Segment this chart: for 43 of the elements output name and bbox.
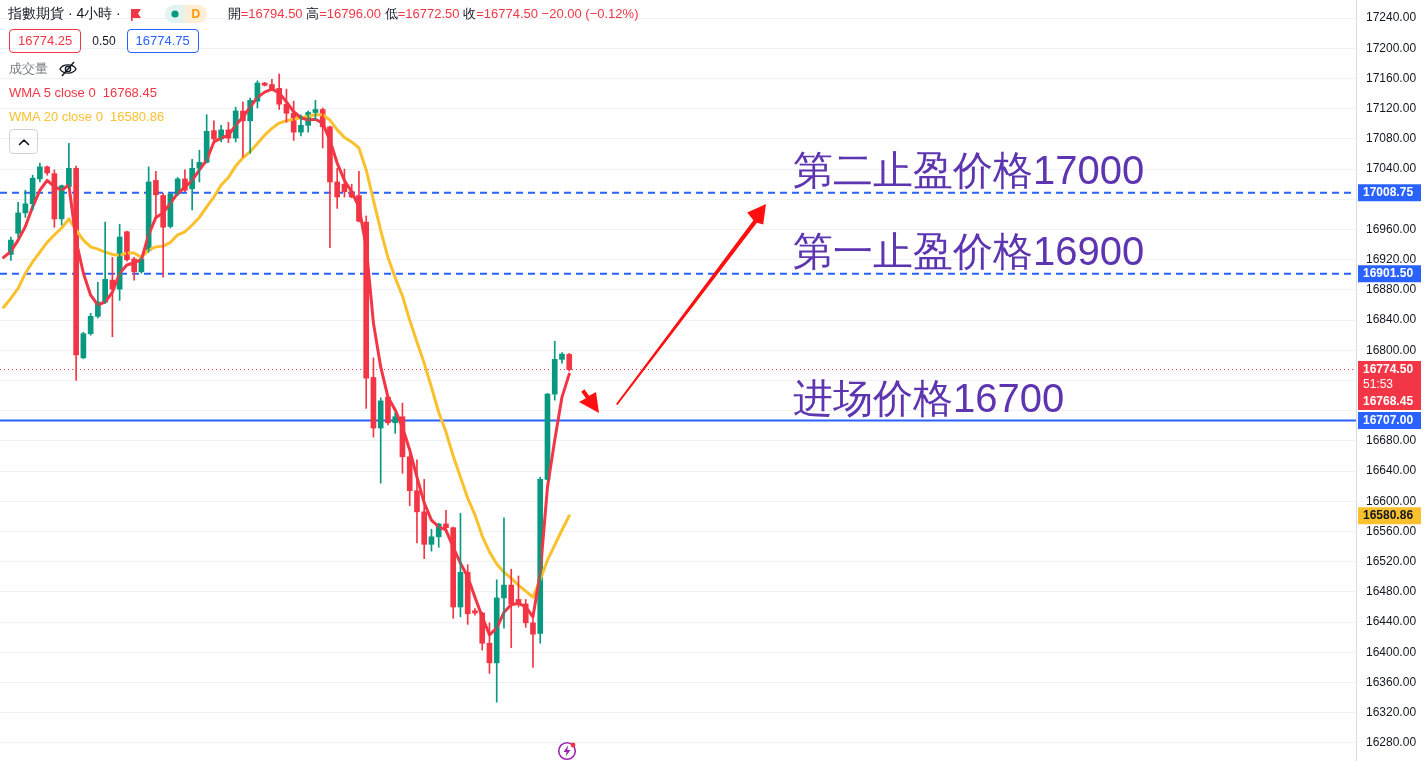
y-tick-label: 17240.00 <box>1366 10 1417 25</box>
y-tick-label: 16960.00 <box>1366 221 1417 236</box>
chart-title: 指數期貨 · 4小時 · <box>8 5 121 23</box>
y-tick-label: 17080.00 <box>1366 131 1417 146</box>
y-tick-label: 17040.00 <box>1366 161 1417 176</box>
y-tick-label: 16640.00 <box>1366 463 1417 478</box>
y-tick-label: 16400.00 <box>1366 644 1417 659</box>
ref-line-label: 第二止盈价格17000 <box>793 147 1145 192</box>
text: 16768.45 <box>1363 393 1414 408</box>
y-tick-label: 17160.00 <box>1366 70 1417 85</box>
y-tick-label: 16840.00 <box>1366 312 1417 327</box>
annotation: 成交量 <box>9 60 48 78</box>
text: 16707.00 <box>1363 412 1414 427</box>
y-tick-label: 16280.00 <box>1366 735 1417 750</box>
y-tick-label: 17200.00 <box>1366 40 1417 55</box>
y-tick-label: 16320.00 <box>1366 705 1417 719</box>
y-tick-label: 16560.00 <box>1366 523 1417 538</box>
y-tick-label: 16680.00 <box>1366 433 1417 448</box>
ref-line-label: 第一止盈价格16900 <box>793 228 1145 273</box>
text: 16580.86 <box>1363 508 1414 523</box>
text: 17008.75 <box>1363 185 1414 200</box>
annotation: 16580.86 <box>109 109 165 124</box>
price-box: 16774.75 <box>126 29 199 53</box>
y-tick-label: 16520.00 <box>1366 554 1417 568</box>
text: 16774.50 <box>1363 361 1414 376</box>
y-tick-label: 16880.00 <box>1366 282 1417 297</box>
annotation: 0.50 <box>92 34 116 48</box>
ref-line-label: 进场价格16700 <box>793 375 1065 420</box>
y-tick-label: 16800.00 <box>1366 342 1417 357</box>
y-tick-label: 16360.00 <box>1366 674 1417 689</box>
annotation: D <box>184 5 207 23</box>
annotation: 16768.45 <box>102 85 157 100</box>
y-tick-label: 16480.00 <box>1366 584 1417 599</box>
y-tick-label: 16920.00 <box>1366 252 1417 267</box>
y-tick-label: 16440.00 <box>1366 614 1417 629</box>
text: 開=16794.50 高=16796.00 低=16772.50 收=16774.50 −20.00 (−0.12%) <box>227 5 639 23</box>
y-tick-label: 17120.00 <box>1366 101 1417 116</box>
text: 16901.50 <box>1363 265 1414 280</box>
text: 51:53 <box>1363 376 1394 391</box>
text: WMA 5 close 0 <box>9 85 96 100</box>
price-box: 16774.25 <box>9 29 82 53</box>
y-tick-label: 16600.00 <box>1366 493 1417 508</box>
text: WMA 20 close 0 <box>9 109 103 124</box>
